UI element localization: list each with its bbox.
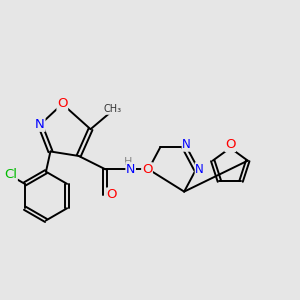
Text: O: O [107,188,117,201]
Text: N: N [126,163,135,176]
Text: H: H [124,157,133,167]
Text: O: O [57,98,68,110]
Text: CH₃: CH₃ [103,104,121,114]
Text: N: N [35,118,45,131]
Text: N: N [182,138,191,151]
Text: O: O [142,163,152,176]
Text: Cl: Cl [4,168,17,181]
Text: O: O [225,138,236,152]
Text: N: N [195,163,204,176]
